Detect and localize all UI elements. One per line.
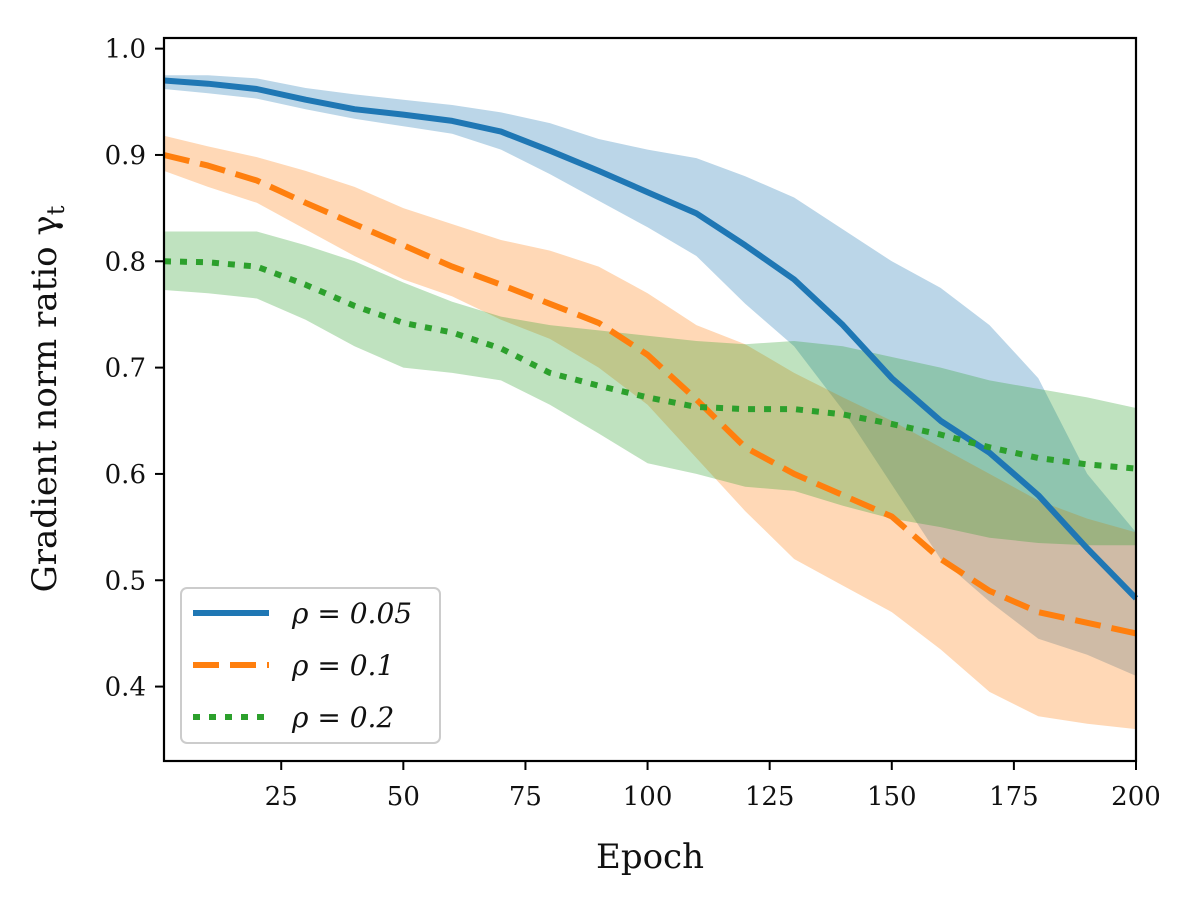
y-tick-label: 1.0 bbox=[105, 35, 146, 65]
series-lines bbox=[163, 77, 1139, 637]
legend-label-1: ρ = 0.05 bbox=[291, 597, 412, 630]
legend-box bbox=[180, 587, 441, 744]
x-tick-label: 125 bbox=[745, 782, 795, 812]
x-tick-label: 25 bbox=[265, 782, 298, 812]
y-tick-label: 0.7 bbox=[105, 354, 146, 384]
x-tick-label: 200 bbox=[1111, 782, 1161, 812]
y-axis-title-subscript: t bbox=[42, 205, 70, 215]
x-tick-label: 175 bbox=[989, 782, 1039, 812]
x-tick-label: 50 bbox=[387, 782, 420, 812]
y-axis-title-main: Gradient norm ratio γ bbox=[25, 215, 65, 592]
x-tick-label: 75 bbox=[509, 782, 542, 812]
y-axis: 0.4 0.5 0.6 0.7 0.8 0.9 1.0 bbox=[105, 35, 164, 703]
line-series-3 bbox=[163, 258, 1137, 472]
x-tick-label: 100 bbox=[623, 782, 673, 812]
plot-frame bbox=[162, 36, 1138, 763]
legend-items: ρ = 0.05 ρ = 0.1 ρ = 0.2 bbox=[193, 597, 412, 734]
y-tick-label: 0.9 bbox=[105, 141, 146, 171]
y-tick-label: 0.5 bbox=[105, 566, 146, 596]
y-axis-title: Gradient norm ratio γt bbox=[25, 205, 70, 592]
y-tick-label: 0.6 bbox=[105, 460, 146, 490]
legend-label-2: ρ = 0.1 bbox=[291, 649, 394, 682]
x-axis-title: Epoch bbox=[596, 837, 704, 877]
legend-label-3: ρ = 0.2 bbox=[291, 701, 394, 734]
x-axis: 25 50 75 100 125 150 175 200 bbox=[265, 761, 1161, 812]
y-tick-label: 0.8 bbox=[105, 247, 146, 277]
band-series-3 bbox=[164, 231, 1136, 546]
y-tick-label: 0.4 bbox=[105, 673, 146, 703]
legend: ρ = 0.05 ρ = 0.1 ρ = 0.2 bbox=[180, 587, 441, 744]
x-tick-label: 150 bbox=[867, 782, 917, 812]
band-series-2 bbox=[164, 135, 1136, 730]
line-series-2 bbox=[163, 152, 1137, 637]
